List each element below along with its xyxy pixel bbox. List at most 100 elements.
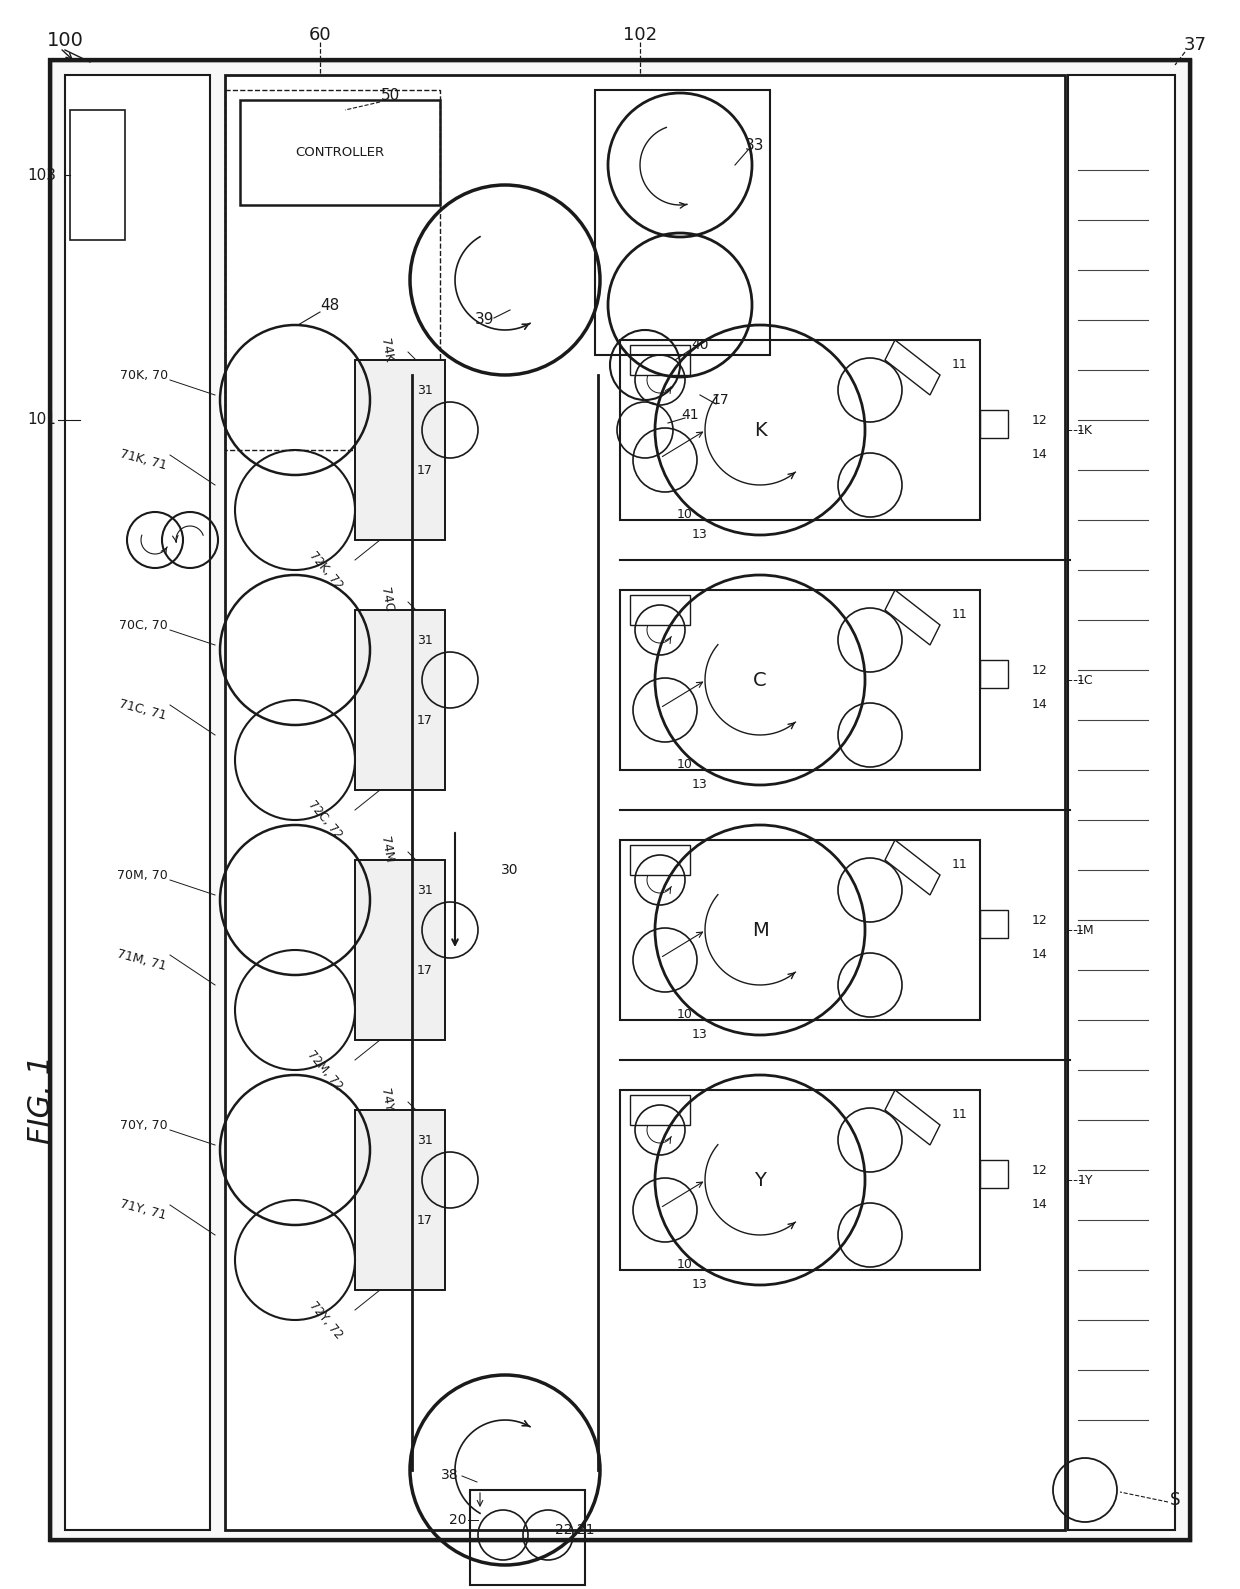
Bar	[980, 1160, 1008, 1189]
Text: 40: 40	[691, 338, 709, 353]
Text: 39: 39	[475, 313, 495, 327]
Bar	[630, 594, 689, 624]
Text: 20: 20	[449, 1513, 466, 1527]
Text: FIG. 1: FIG. 1	[27, 1055, 57, 1144]
Text: 31: 31	[417, 383, 433, 397]
Text: 10: 10	[677, 1258, 693, 1271]
Polygon shape	[885, 590, 940, 645]
Bar	[595, 91, 770, 354]
Text: 50: 50	[381, 87, 399, 103]
Text: C: C	[753, 671, 766, 690]
Bar	[355, 1111, 445, 1290]
Bar	[980, 410, 1008, 439]
Text: K: K	[754, 421, 766, 440]
Bar	[620, 1090, 980, 1270]
Text: 11: 11	[952, 609, 968, 621]
Bar	[355, 860, 445, 1039]
Bar	[470, 1490, 585, 1584]
Text: 70K, 70: 70K, 70	[120, 369, 167, 381]
Text: 101: 101	[27, 413, 57, 427]
Bar	[69, 110, 125, 240]
Text: 41: 41	[681, 408, 699, 423]
Text: 1C: 1C	[1076, 674, 1094, 686]
Text: 72K, 72: 72K, 72	[306, 548, 345, 591]
Text: 31: 31	[417, 883, 433, 896]
Text: 74K: 74K	[378, 337, 396, 362]
Text: 38: 38	[441, 1468, 459, 1483]
Text: 72C, 72: 72C, 72	[305, 798, 345, 842]
Text: 31: 31	[417, 634, 433, 647]
Text: 70M, 70: 70M, 70	[118, 869, 167, 882]
Text: 60: 60	[309, 25, 331, 44]
Text: 17: 17	[417, 464, 433, 477]
Text: Y: Y	[754, 1171, 766, 1190]
Bar	[355, 610, 445, 790]
Text: 70Y, 70: 70Y, 70	[120, 1119, 167, 1131]
Bar	[241, 100, 440, 205]
Bar	[224, 91, 440, 450]
Text: 11: 11	[952, 359, 968, 372]
Text: 13: 13	[692, 779, 708, 791]
Text: 103: 103	[27, 167, 57, 183]
Text: 1Y: 1Y	[1078, 1174, 1092, 1187]
Text: 17: 17	[417, 1214, 433, 1227]
Text: 31: 31	[417, 1133, 433, 1147]
Bar	[980, 659, 1008, 688]
Text: 74M: 74M	[378, 836, 396, 864]
Text: 14: 14	[1032, 1198, 1048, 1211]
Text: 30: 30	[501, 863, 518, 877]
Text: M: M	[751, 920, 769, 939]
Text: 14: 14	[1032, 448, 1048, 461]
Text: 22 21: 22 21	[556, 1522, 595, 1537]
Text: 12: 12	[1032, 664, 1048, 677]
Text: 13: 13	[692, 1279, 708, 1292]
Text: 17: 17	[417, 963, 433, 977]
Text: 10: 10	[677, 508, 693, 521]
Bar	[620, 841, 980, 1020]
Text: 11: 11	[952, 1109, 968, 1122]
Text: 10: 10	[677, 1009, 693, 1022]
Bar	[630, 345, 689, 375]
Text: 13: 13	[692, 1028, 708, 1041]
Bar	[630, 1095, 689, 1125]
Text: 74Y: 74Y	[378, 1087, 394, 1112]
Text: 71C, 71: 71C, 71	[118, 698, 167, 723]
Polygon shape	[885, 841, 940, 895]
Polygon shape	[885, 340, 940, 396]
Bar	[620, 590, 980, 771]
Text: CONTROLLER: CONTROLLER	[295, 146, 384, 159]
Text: 72Y, 72: 72Y, 72	[306, 1298, 345, 1341]
Bar	[620, 340, 980, 520]
Text: 11: 11	[952, 858, 968, 871]
Text: 102: 102	[622, 25, 657, 44]
Text: 74C: 74C	[378, 586, 396, 613]
Bar	[64, 75, 210, 1530]
Bar	[980, 910, 1008, 938]
Text: 1K: 1K	[1078, 424, 1092, 437]
Bar	[355, 610, 445, 790]
Text: 71M, 71: 71M, 71	[115, 947, 167, 972]
Text: 70C, 70: 70C, 70	[119, 618, 167, 631]
Text: 71K, 71: 71K, 71	[118, 448, 167, 472]
Bar	[355, 1111, 445, 1290]
Text: 10: 10	[677, 758, 693, 772]
Text: 33: 33	[745, 138, 765, 153]
Bar	[1068, 75, 1176, 1530]
Text: 12: 12	[1032, 914, 1048, 926]
Bar	[355, 860, 445, 1039]
Text: 14: 14	[1032, 949, 1048, 961]
Bar	[630, 845, 689, 876]
Text: 100: 100	[47, 30, 83, 49]
Text: 17: 17	[712, 392, 729, 407]
Text: 71Y, 71: 71Y, 71	[119, 1198, 167, 1222]
Polygon shape	[885, 1090, 940, 1146]
Text: 12: 12	[1032, 413, 1048, 426]
Text: 17: 17	[417, 713, 433, 726]
Text: 1M: 1M	[1075, 923, 1095, 936]
Bar	[355, 361, 445, 540]
Text: 72M, 72: 72M, 72	[305, 1047, 345, 1092]
Text: 14: 14	[1032, 699, 1048, 712]
Text: 12: 12	[1032, 1163, 1048, 1176]
Text: 37: 37	[1183, 37, 1207, 54]
Text: 13: 13	[692, 529, 708, 542]
